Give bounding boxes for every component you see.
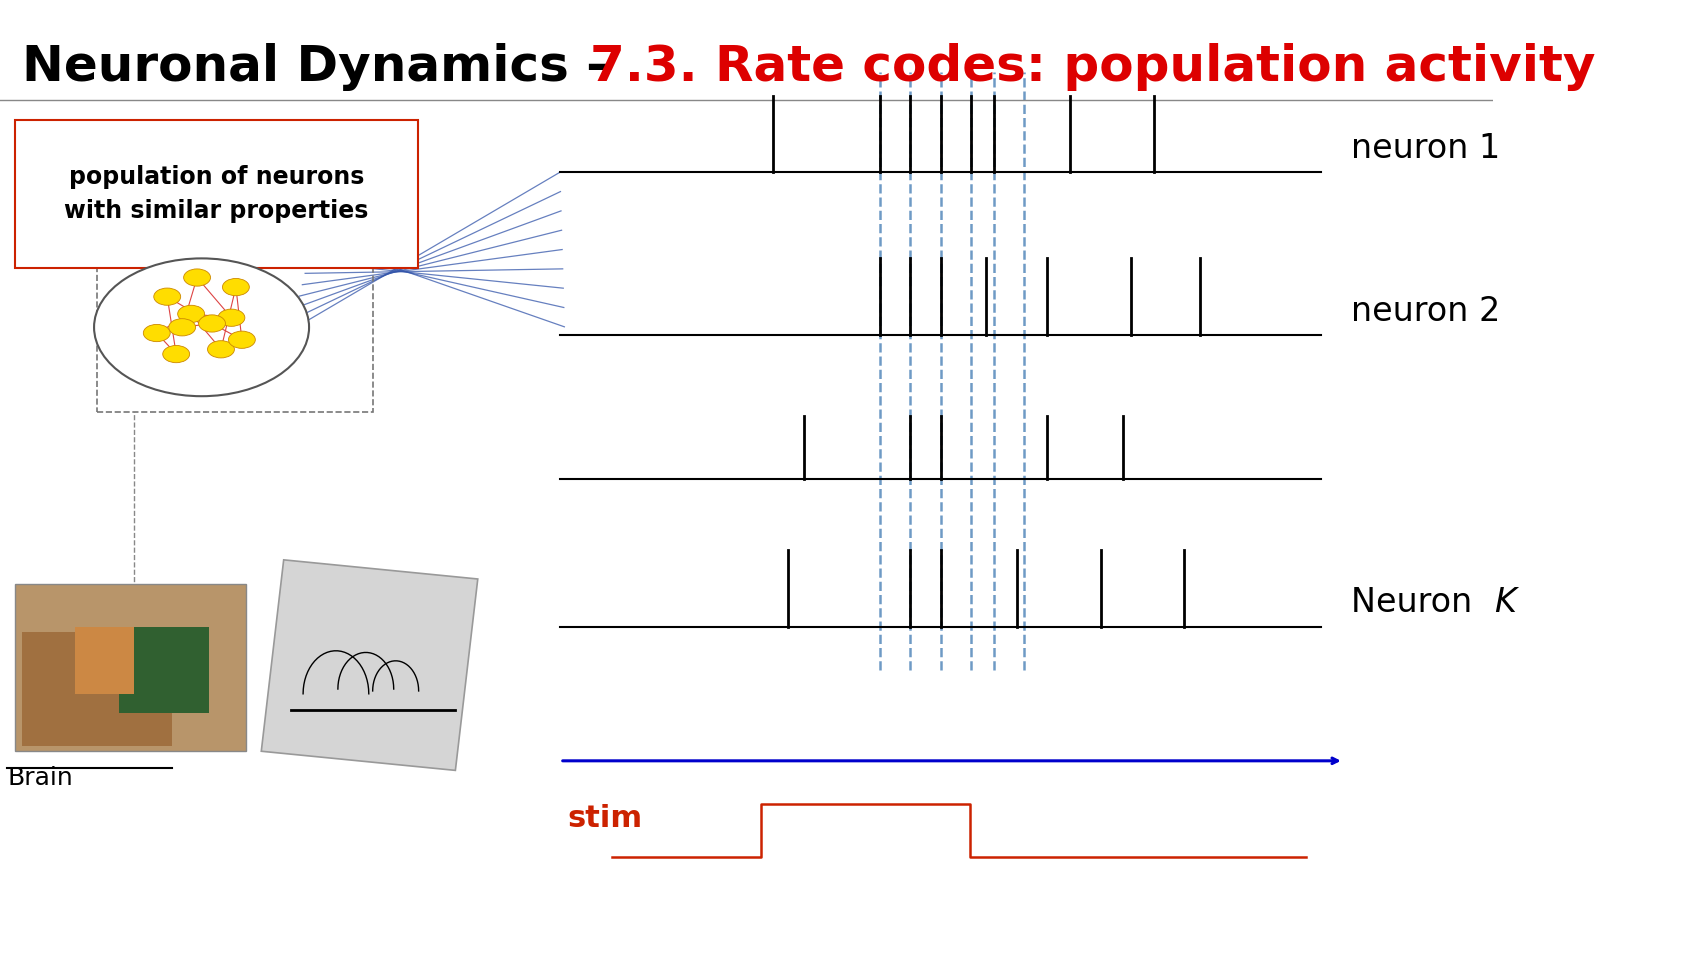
Text: Neuron: Neuron (1351, 587, 1493, 619)
Text: Brain: Brain (7, 766, 73, 790)
Circle shape (208, 341, 235, 358)
Bar (119, 627, 209, 713)
Circle shape (143, 324, 170, 342)
Text: K: K (1495, 587, 1516, 619)
Polygon shape (262, 560, 478, 770)
Text: neuron 1: neuron 1 (1351, 132, 1500, 165)
Circle shape (168, 319, 196, 336)
Text: Neuronal Dynamics –: Neuronal Dynamics – (22, 43, 629, 91)
Circle shape (228, 331, 255, 348)
Circle shape (153, 288, 180, 305)
Bar (22, 632, 172, 746)
Circle shape (163, 345, 189, 363)
Text: 7.3. Rate codes: population activity: 7.3. Rate codes: population activity (590, 43, 1596, 91)
Bar (15, 584, 247, 751)
Circle shape (94, 258, 310, 396)
Bar (75, 627, 134, 694)
Text: neuron 2: neuron 2 (1351, 295, 1500, 327)
Text: population of neurons
with similar properties: population of neurons with similar prope… (65, 165, 369, 223)
Circle shape (199, 315, 226, 332)
Text: stim: stim (568, 804, 643, 833)
Circle shape (184, 269, 211, 286)
Bar (97, 244, 373, 412)
Circle shape (177, 305, 204, 323)
Bar (15, 120, 418, 268)
Circle shape (223, 278, 250, 296)
Circle shape (218, 309, 245, 326)
